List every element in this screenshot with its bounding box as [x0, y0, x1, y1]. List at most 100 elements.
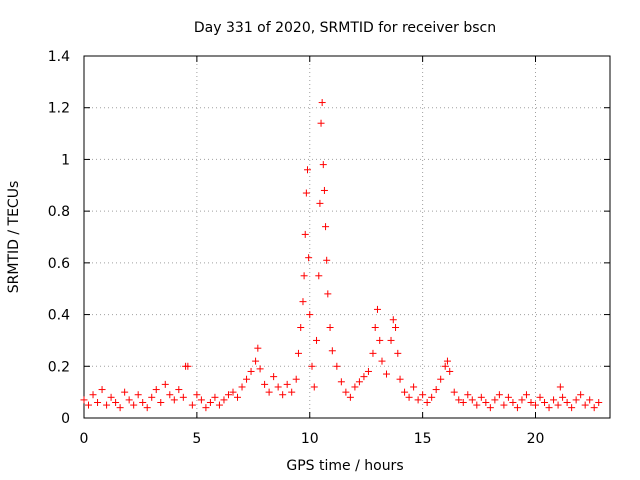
data-point: [495, 391, 503, 399]
data-point: [288, 388, 296, 396]
data-point: [346, 393, 354, 401]
data-point: [432, 386, 440, 394]
data-point: [423, 398, 431, 406]
data-point: [238, 383, 246, 391]
data-point: [337, 378, 345, 386]
data-point: [364, 367, 372, 375]
data-point: [197, 396, 205, 404]
data-point: [536, 393, 544, 401]
data-point: [179, 393, 187, 401]
data-point: [590, 404, 598, 412]
data-point: [355, 378, 363, 386]
data-point: [107, 393, 115, 401]
plot-frame: [83, 55, 611, 419]
data-point: [455, 396, 463, 404]
data-point: [316, 199, 324, 207]
data-point: [89, 391, 97, 399]
data-point: [317, 119, 325, 127]
data-point: [473, 401, 481, 409]
data-point: [294, 349, 302, 357]
data-point: [518, 396, 526, 404]
data-point: [450, 388, 458, 396]
data-point: [85, 401, 93, 409]
data-point: [170, 396, 178, 404]
data-point: [405, 393, 413, 401]
data-point: [491, 396, 499, 404]
data-point: [310, 383, 318, 391]
data-point: [184, 362, 192, 370]
tick-labels: 0 5 10 15 20 0 0.2 0.4 0.6 0.8 1 1.2 1.4: [48, 49, 545, 447]
data-point: [333, 362, 341, 370]
data-point: [324, 290, 332, 298]
data-point: [441, 362, 449, 370]
data-point: [292, 375, 300, 383]
data-point: [522, 391, 530, 399]
y-tick-label: 0.4: [48, 308, 70, 324]
data-point: [148, 393, 156, 401]
data-point: [376, 336, 384, 344]
y-tick-label: 1.4: [48, 49, 70, 65]
data-point: [556, 383, 564, 391]
data-point: [220, 396, 228, 404]
data-point: [369, 349, 377, 357]
data-point: [541, 398, 549, 406]
data-point: [265, 388, 273, 396]
data-point: [401, 388, 409, 396]
data-point: [229, 388, 237, 396]
data-point: [387, 336, 395, 344]
data-point: [443, 357, 451, 365]
data-point: [157, 398, 165, 406]
data-point: [274, 383, 282, 391]
chart-title: Day 331 of 2020, SRMTID for receiver bsc…: [194, 20, 496, 36]
y-tick-label: 1: [61, 152, 70, 168]
data-point: [319, 161, 327, 169]
data-point: [545, 404, 553, 412]
data-point: [581, 401, 589, 409]
data-point: [419, 391, 427, 399]
x-tick-label: 20: [527, 431, 545, 447]
data-point: [134, 391, 142, 399]
data-point: [94, 398, 102, 406]
data-point: [303, 166, 311, 174]
data-point: [300, 272, 308, 280]
axis-ticks: [83, 55, 610, 419]
data-point: [301, 230, 309, 238]
data-point: [351, 383, 359, 391]
data-point: [211, 393, 219, 401]
data-point: [504, 393, 512, 401]
data-point: [80, 396, 88, 404]
data-point: [513, 404, 521, 412]
data-point: [360, 373, 368, 381]
data-point: [328, 347, 336, 355]
data-point: [396, 375, 404, 383]
grid: [84, 56, 610, 418]
data-point: [500, 401, 508, 409]
x-tick-label: 5: [192, 431, 201, 447]
data-point: [116, 404, 124, 412]
y-tick-label: 0.6: [48, 256, 70, 272]
data-point: [559, 393, 567, 401]
data-point: [464, 391, 472, 399]
data-point: [446, 367, 454, 375]
data-point: [383, 370, 391, 378]
data-point: [299, 298, 307, 306]
data-point: [371, 324, 379, 331]
data-point: [527, 398, 535, 406]
data-point: [234, 393, 242, 401]
data-point: [389, 316, 397, 324]
y-tick-label: 0.8: [48, 204, 70, 220]
data-point: [254, 344, 262, 352]
data-point: [577, 391, 585, 399]
data-point: [414, 396, 422, 404]
data-point: [279, 391, 287, 399]
data-point: [532, 401, 540, 409]
data-point: [98, 386, 106, 394]
data-point: [323, 256, 331, 264]
data-point: [394, 349, 402, 357]
data-point: [252, 357, 260, 365]
data-point: [342, 388, 350, 396]
data-point: [509, 398, 517, 406]
data-point: [586, 396, 594, 404]
data-point: [247, 367, 255, 375]
x-tick-label: 10: [301, 431, 319, 447]
